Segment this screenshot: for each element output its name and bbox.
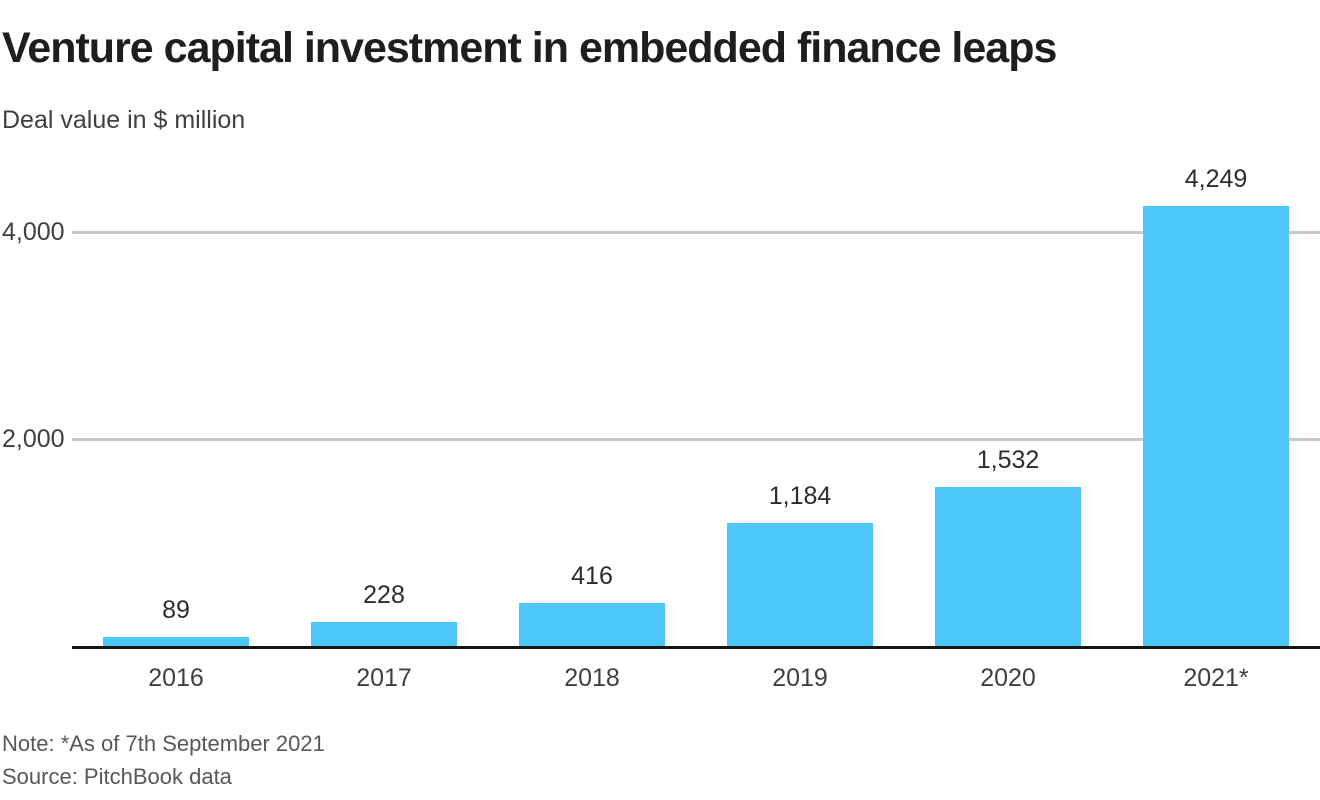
- x-axis-label-2017: 2017: [356, 664, 412, 692]
- y-tick-label-4000: 4,000: [2, 218, 65, 246]
- bar-2017: [311, 622, 457, 646]
- x-axis-label-2018: 2018: [564, 664, 620, 692]
- chart-title: Venture capital investment in embedded f…: [2, 24, 1057, 72]
- x-axis-label-2019: 2019: [772, 664, 828, 692]
- bar-2016: [103, 637, 249, 646]
- bar-value-label-2017: 228: [363, 581, 405, 609]
- bar-value-label-2019: 1,184: [768, 482, 832, 510]
- bar-2021*: [1143, 206, 1289, 646]
- gridline-4000: [72, 231, 1320, 234]
- bar-value-label-2020: 1,532: [976, 446, 1040, 474]
- bar-2020: [935, 487, 1081, 646]
- x-axis-label-2016: 2016: [148, 664, 204, 692]
- x-axis-label-2021*: 2021*: [1183, 664, 1249, 692]
- plot-area: 2,000 4,000 89 2016 228 2017 416 2018 1,184 2019 1…: [0, 150, 1320, 692]
- chart-subtitle: Deal value in $ million: [2, 106, 246, 134]
- bar-2019: [727, 523, 873, 646]
- x-axis-label-2020: 2020: [980, 664, 1036, 692]
- x-axis-line: [72, 646, 1320, 649]
- bar-value-label-2021*: 4,249: [1184, 165, 1248, 193]
- note-text: Note: *As of 7th September 2021: [2, 731, 325, 756]
- gridline-2000: [72, 438, 1320, 441]
- bar-2018: [519, 603, 665, 646]
- source-text: Source: PitchBook data: [2, 764, 232, 789]
- y-tick-label-2000: 2,000: [2, 425, 65, 453]
- bar-value-label-2016: 89: [162, 596, 190, 624]
- bar-value-label-2018: 416: [571, 562, 613, 590]
